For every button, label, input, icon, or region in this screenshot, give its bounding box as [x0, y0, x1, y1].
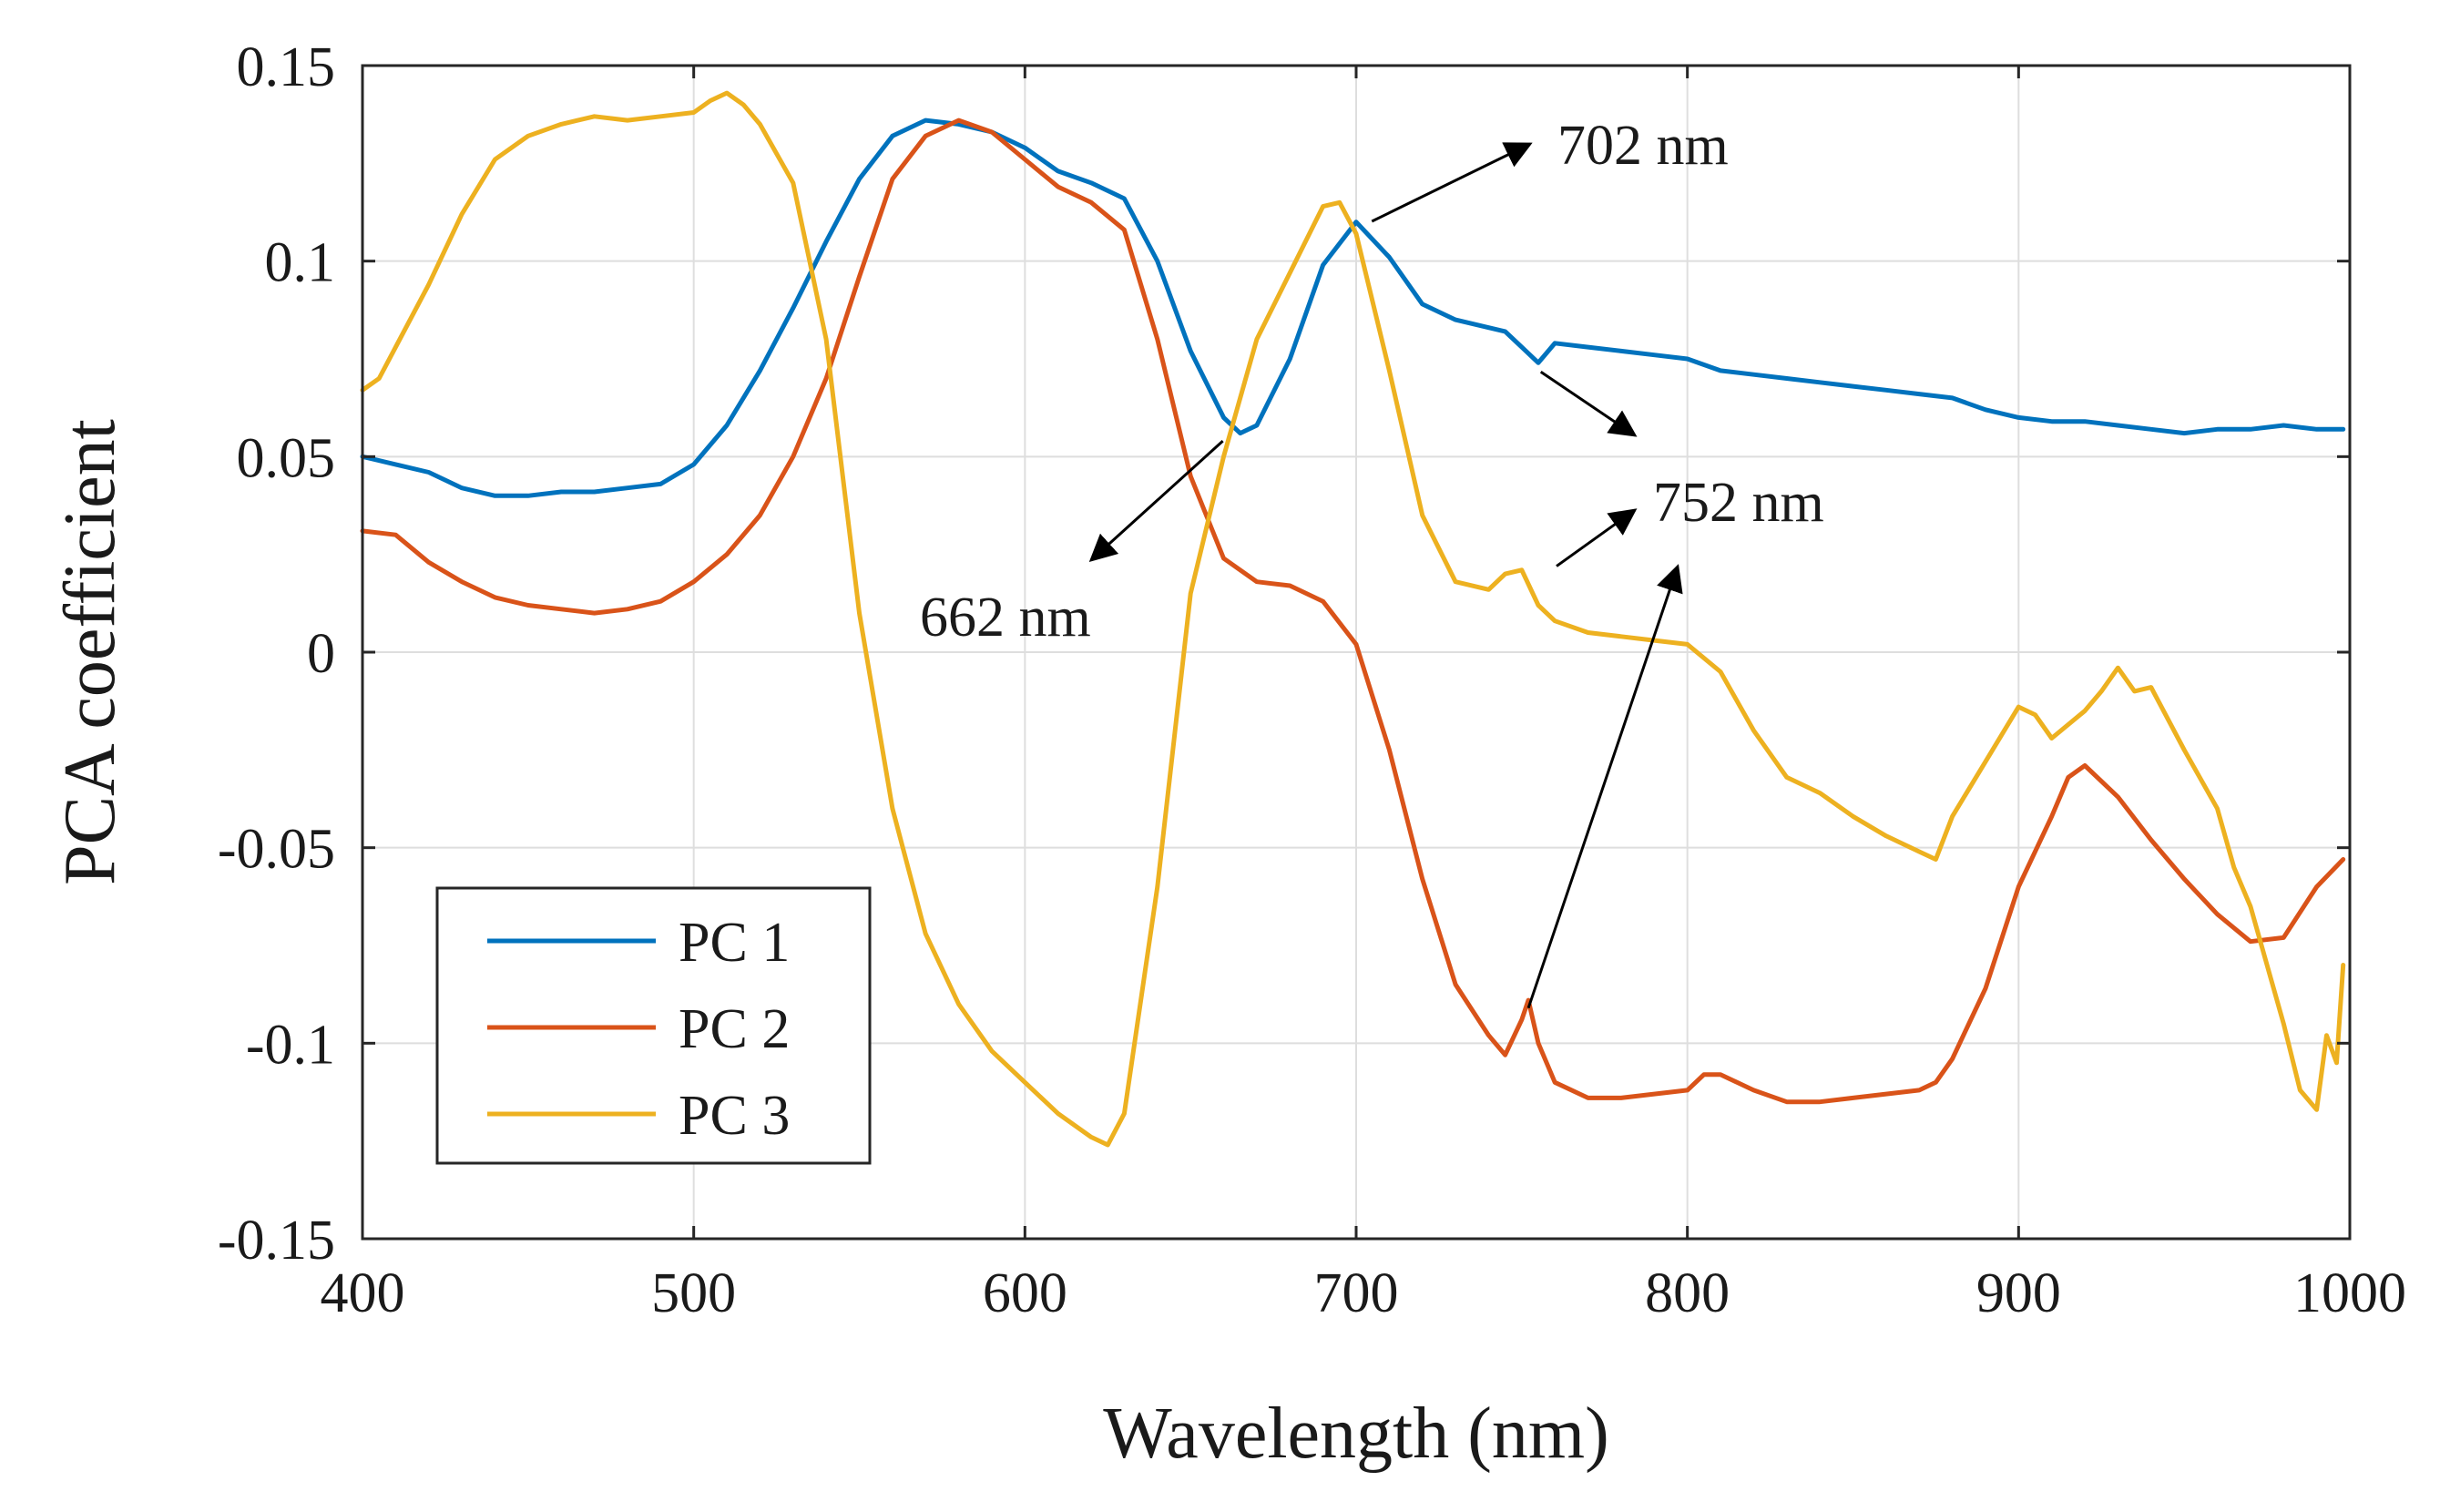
arrow-752nm-from-pc3: [1556, 508, 1638, 567]
x-tick-label: 500: [651, 1262, 736, 1324]
y-tick-label: 0.1: [265, 232, 336, 294]
legend-label-pc1: PC 1: [679, 912, 790, 974]
arrow-752nm-from-pc1: [1539, 371, 1638, 437]
y-tick-label: -0.15: [218, 1210, 335, 1272]
legend: PC 1 PC 2 PC 3: [435, 886, 872, 1165]
x-tick-label: 700: [1314, 1262, 1399, 1324]
x-tick-label: 800: [1645, 1262, 1730, 1324]
y-tick-label: 0.05: [237, 427, 336, 489]
x-tick-label: 400: [321, 1262, 405, 1324]
y-tick-label: -0.1: [246, 1014, 335, 1076]
annotation-752nm: 752 nm: [1653, 472, 1824, 534]
x-axis-label: Wavelength (nm): [1103, 1394, 1609, 1474]
arrow-752nm-from-pc2: [1526, 564, 1683, 1009]
ticks: 400 500 600 700 800 900 1000 -0.15 -0.1 -0.05 0 0.0…: [218, 36, 2406, 1324]
x-tick-label: 1000: [2293, 1262, 2406, 1324]
arrow-662nm: [1088, 440, 1224, 563]
annotations: 702 nm 752 nm 662 nm: [920, 115, 1824, 1009]
annotation-662nm: 662 nm: [920, 587, 1091, 649]
series-layer: [360, 90, 2346, 1148]
y-tick-label: 0: [307, 623, 335, 685]
y-tick-label: 0.15: [237, 36, 336, 98]
legend-label-pc2: PC 2: [679, 998, 790, 1060]
series-line-pc2: [360, 117, 2346, 1105]
y-tick-label: -0.05: [218, 819, 335, 881]
series-line-pc1: [360, 117, 2346, 498]
annotation-702nm: 702 nm: [1557, 115, 1729, 177]
arrow-702nm: [1371, 142, 1533, 223]
x-tick-label: 600: [983, 1262, 1067, 1324]
y-axis-label: PCA coefficient: [50, 419, 130, 885]
series-line-pc3: [360, 90, 2346, 1148]
legend-label-pc3: PC 3: [679, 1085, 790, 1147]
x-tick-label: 900: [1976, 1262, 2061, 1324]
